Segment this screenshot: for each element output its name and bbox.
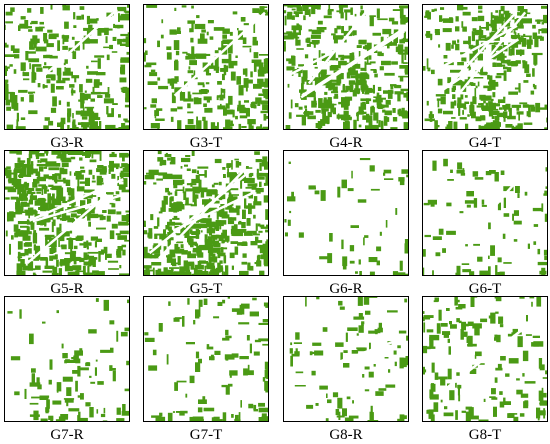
panel-caption: G8-T [468,427,502,443]
land-cover-map [143,296,269,422]
vegetation-patches [7,298,130,422]
map-panel-g8-t [422,296,548,422]
land-cover-map [422,296,548,422]
map-panel-g4-t [422,4,548,130]
map-panel-g3-r [4,4,130,130]
land-cover-map [283,150,409,276]
vegetation-patches [284,158,409,276]
map-panel-g8-r [283,296,409,422]
vegetation-patches [4,150,130,276]
vegetation-patches [422,296,548,422]
panel-caption: G5-T [189,281,223,297]
land-cover-map [422,4,548,130]
map-panel-g6-r [283,150,409,276]
panel-caption: G4-T [468,135,502,151]
panel-caption: G4-R [329,135,363,151]
panel-caption: G3-R [50,135,84,151]
vegetation-patches [143,150,269,276]
land-cover-map [4,4,130,130]
map-panel-g5-r [4,150,130,276]
vegetation-patches [422,4,548,130]
panel-caption: G5-R [50,281,84,297]
map-panel-g7-t [143,296,269,422]
land-cover-map [283,296,409,422]
panel-caption: G7-R [50,427,84,443]
map-panel-g6-t [422,150,548,276]
map-panel-g7-r [4,296,130,422]
land-cover-map [143,4,269,130]
land-cover-map [4,150,130,276]
panel-caption: G6-T [468,281,502,297]
panel-caption: G7-T [189,427,223,443]
vegetation-patches [144,296,269,422]
vegetation-patches [143,5,269,130]
panel-caption: G3-T [189,135,223,151]
panel-caption: G8-R [329,427,363,443]
land-cover-map [422,150,548,276]
land-cover-map [143,150,269,276]
map-panel-g4-r [283,4,409,130]
map-panel-g3-t [143,4,269,130]
vegetation-patches [422,152,548,276]
vegetation-patches [289,296,409,422]
panel-caption: G6-R [329,281,363,297]
vegetation-patches [283,4,409,130]
land-cover-map [4,296,130,422]
land-cover-map [283,4,409,130]
map-panel-g5-t [143,150,269,276]
